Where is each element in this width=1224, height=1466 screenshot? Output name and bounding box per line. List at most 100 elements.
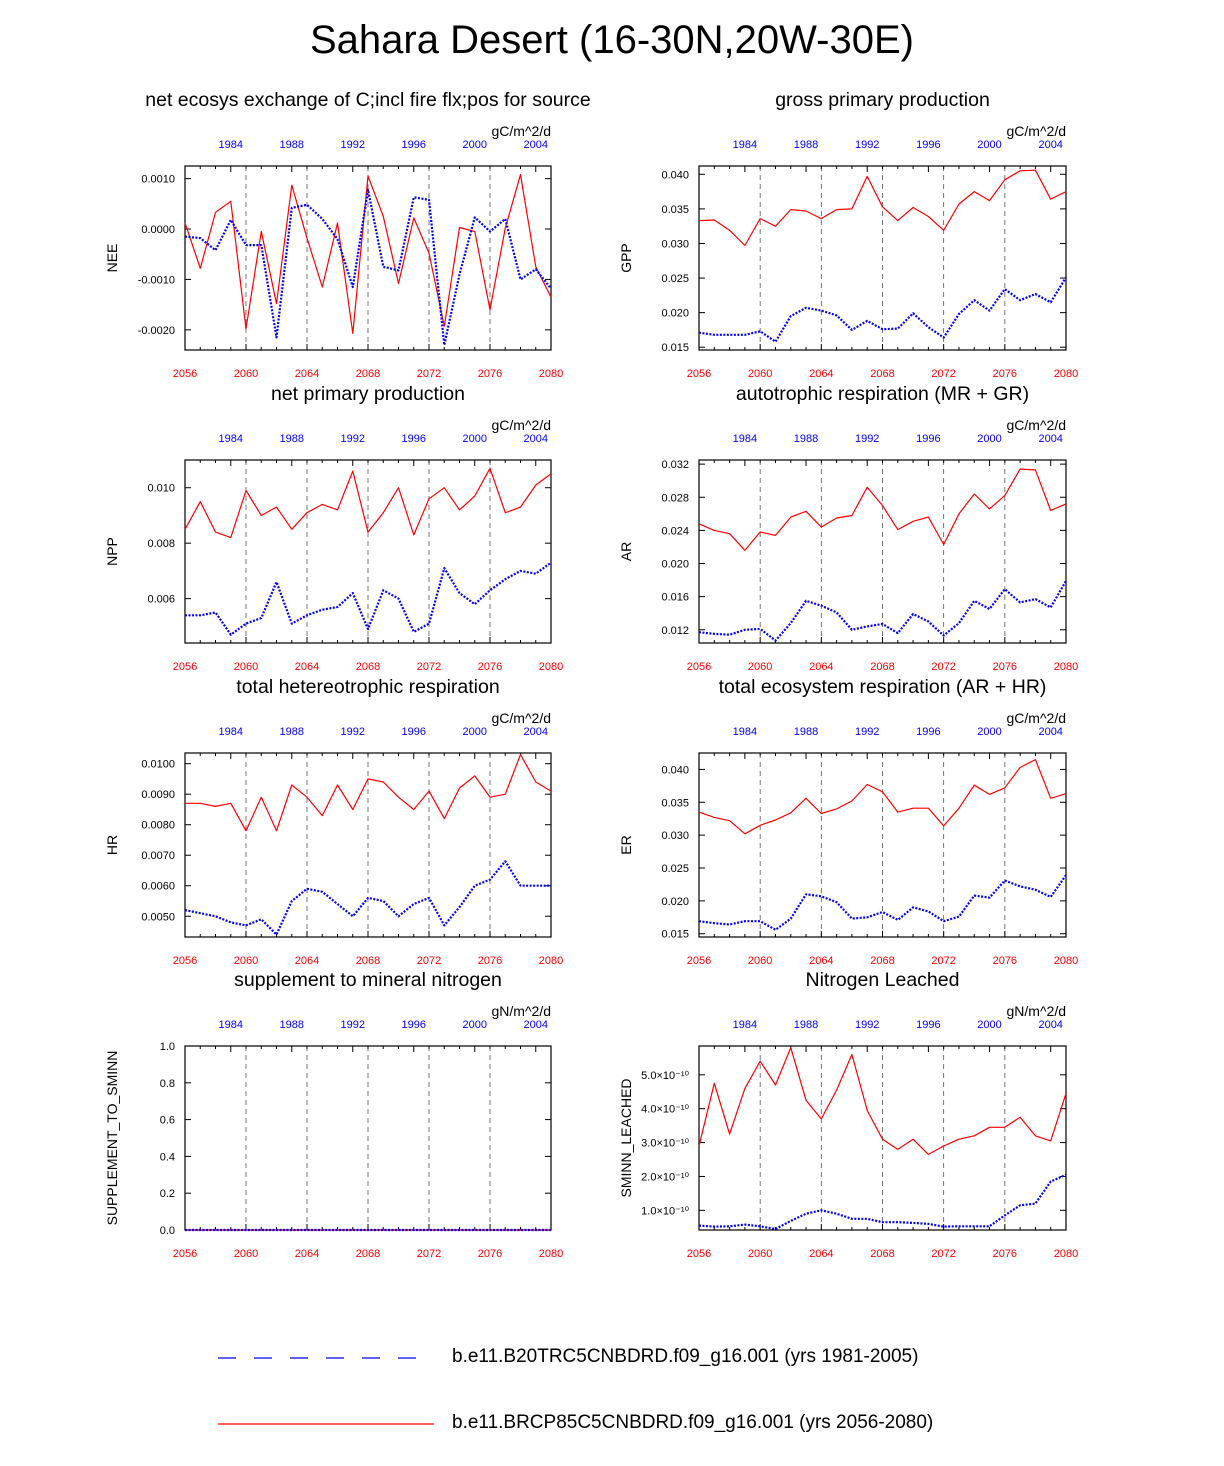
panel-7-top-tick-label: 1996 — [402, 1019, 426, 1031]
panel-5-title: total hetereotrophic respiration — [236, 676, 499, 698]
panel-2-x-tick-label: 2064 — [809, 368, 833, 380]
panel-4-y-axis-label: AR — [618, 542, 634, 561]
panel-1-top-tick-label: 1988 — [280, 139, 304, 151]
panel-1-top-tick-label: 1996 — [402, 139, 426, 151]
panel-8-series-future-line — [698, 1047, 1067, 1156]
panel-5-top-tick-label: 1992 — [341, 726, 365, 738]
panel-2-title: gross primary production — [775, 89, 990, 111]
panel-2-x-tick-label: 2068 — [870, 368, 894, 380]
panel-4-y-tick-label: 0.032 — [661, 459, 689, 471]
panel-7-x-tick-label: 2056 — [173, 1248, 197, 1260]
panel-3-x-tick-label: 2068 — [356, 661, 380, 673]
panel-2-y-tick-label: 0.025 — [661, 273, 689, 285]
panel-5-top-tick-label: 2004 — [524, 726, 548, 738]
panel-1-y-tick-label: 0.0010 — [141, 174, 175, 186]
panel-4-x-tick-label: 2060 — [748, 661, 772, 673]
panel-5-top-tick-label: 1996 — [402, 726, 426, 738]
panel-2-top-tick-label: 1992 — [855, 139, 879, 151]
panel-8-y-tick-label: 3.0×10⁻¹⁰ — [641, 1138, 689, 1150]
panel-3-y-tick-label: 0.010 — [147, 483, 175, 495]
panel-5-x-tick-label: 2056 — [173, 955, 197, 967]
panel-5-y-tick-label: 0.0080 — [141, 820, 175, 832]
panel-2-units-label: gC/m^2/d — [1007, 123, 1066, 139]
panel-1-units-label: gC/m^2/d — [492, 123, 551, 139]
panel-7-x-tick-label: 2068 — [356, 1248, 380, 1260]
panel-5-top-tick-label: 2000 — [463, 726, 487, 738]
panel-6-top-tick-label: 2004 — [1038, 726, 1062, 738]
panel-1-x-tick-label: 2064 — [295, 368, 319, 380]
panel-1-top-tick-label: 1992 — [341, 139, 365, 151]
panel-7-y-tick-label: 0.4 — [160, 1151, 175, 1163]
panel-2-top-tick-label: 2000 — [977, 139, 1001, 151]
panel-6-top-tick-label: 1996 — [916, 726, 940, 738]
panel-7-x-tick-label: 2072 — [417, 1248, 441, 1260]
panel-5-y-axis-label: HR — [104, 835, 120, 855]
panel-6-y-tick-label: 0.020 — [661, 896, 689, 908]
panel-5-series-historical-line — [184, 860, 551, 936]
panel-7-x-tick-label: 2064 — [295, 1248, 319, 1260]
panel-2-series-historical-line — [698, 276, 1067, 343]
panel-7-top-tick-label: 1988 — [280, 1019, 304, 1031]
panel-4-x-tick-label: 2068 — [870, 661, 894, 673]
panel-6-x-tick-label: 2056 — [687, 955, 711, 967]
panel-3-x-tick-label: 2064 — [295, 661, 319, 673]
panel-7-top-tick-label: 1984 — [219, 1019, 243, 1031]
panel-4-top-tick-label: 2000 — [977, 433, 1001, 445]
panel-3-top-tick-label: 1996 — [402, 433, 426, 445]
panel-3-title: net primary production — [271, 383, 465, 405]
panel-8-y-tick-label: 1.0×10⁻¹⁰ — [641, 1205, 689, 1217]
panel-1-x-tick-label: 2080 — [539, 368, 563, 380]
panel-3-top-tick-label: 1984 — [219, 433, 243, 445]
panel-7-y-tick-label: 1.0 — [160, 1041, 175, 1053]
panel-4-x-tick-label: 2080 — [1054, 661, 1078, 673]
panel-6-y-tick-label: 0.015 — [661, 929, 689, 941]
panel-1-x-tick-label: 2060 — [234, 368, 258, 380]
panel-4-units-label: gC/m^2/d — [1007, 417, 1066, 433]
panel-3-top-tick-label: 1988 — [280, 433, 304, 445]
panel-7-x-tick-label: 2060 — [234, 1248, 258, 1260]
panel-4-top-tick-label: 1984 — [733, 433, 757, 445]
panel-6-y-tick-label: 0.025 — [661, 863, 689, 875]
panel-6-y-axis-label: ER — [618, 835, 634, 854]
panel-8-x-tick-label: 2060 — [748, 1248, 772, 1260]
panel-2-y-axis-label: GPP — [618, 243, 634, 273]
panel-4-title: autotrophic respiration (MR + GR) — [736, 383, 1029, 405]
panel-2-y-tick-label: 0.035 — [661, 204, 689, 216]
panel-4-x-tick-label: 2056 — [687, 661, 711, 673]
panel-3-x-tick-label: 2076 — [478, 661, 502, 673]
panel-4-y-tick-label: 0.012 — [661, 625, 689, 637]
panel-1-x-tick-label: 2072 — [417, 368, 441, 380]
panel-7-title: supplement to mineral nitrogen — [234, 969, 502, 991]
panel-7-y-axis-label: SUPPLEMENT_TO_SMINN — [104, 1051, 120, 1226]
panel-1-y-tick-label: -0.0010 — [138, 274, 175, 286]
panel-5-y-tick-label: 0.0050 — [141, 911, 175, 923]
legend-label-historical: b.e11.B20TRC5CNBDRD.f09_g16.001 (yrs 198… — [452, 1346, 919, 1367]
panel-6-x-tick-label: 2060 — [748, 955, 772, 967]
panel-8-units-label: gN/m^2/d — [1007, 1003, 1066, 1019]
panel-3-top-tick-label: 2000 — [463, 433, 487, 445]
panel-8-x-tick-label: 2064 — [809, 1248, 833, 1260]
panel-8-top-tick-label: 1984 — [733, 1019, 757, 1031]
panel-5-top-tick-label: 1988 — [280, 726, 304, 738]
panel-4-y-tick-label: 0.024 — [661, 525, 689, 537]
panel-6-x-tick-label: 2072 — [931, 955, 955, 967]
panel-1-title: net ecosys exchange of C;incl fire flx;p… — [145, 89, 590, 111]
panel-3-series-future-line — [184, 467, 552, 539]
panel-2-y-tick-label: 0.020 — [661, 308, 689, 320]
panel-2-y-tick-label: 0.040 — [661, 169, 689, 181]
page-title: Sahara Desert (16-30N,20W-30E) — [310, 18, 914, 62]
panel-4-y-tick-label: 0.016 — [661, 592, 689, 604]
panel-8-x-tick-label: 2080 — [1054, 1248, 1078, 1260]
panel-1-x-tick-label: 2068 — [356, 368, 380, 380]
panel-4-x-tick-label: 2072 — [931, 661, 955, 673]
panel-5-y-tick-label: 0.0070 — [141, 850, 175, 862]
panel-8-y-tick-label: 4.0×10⁻¹⁰ — [641, 1104, 689, 1116]
panel-2-y-tick-label: 0.030 — [661, 238, 689, 250]
panel-4-x-tick-label: 2064 — [809, 661, 833, 673]
panel-7-top-tick-label: 2000 — [463, 1019, 487, 1031]
panel-1-y-tick-label: -0.0020 — [138, 325, 175, 337]
panel-1-x-tick-label: 2076 — [478, 368, 502, 380]
panel-7-x-tick-label: 2080 — [539, 1248, 563, 1260]
panel-7-x-tick-label: 2076 — [478, 1248, 502, 1260]
